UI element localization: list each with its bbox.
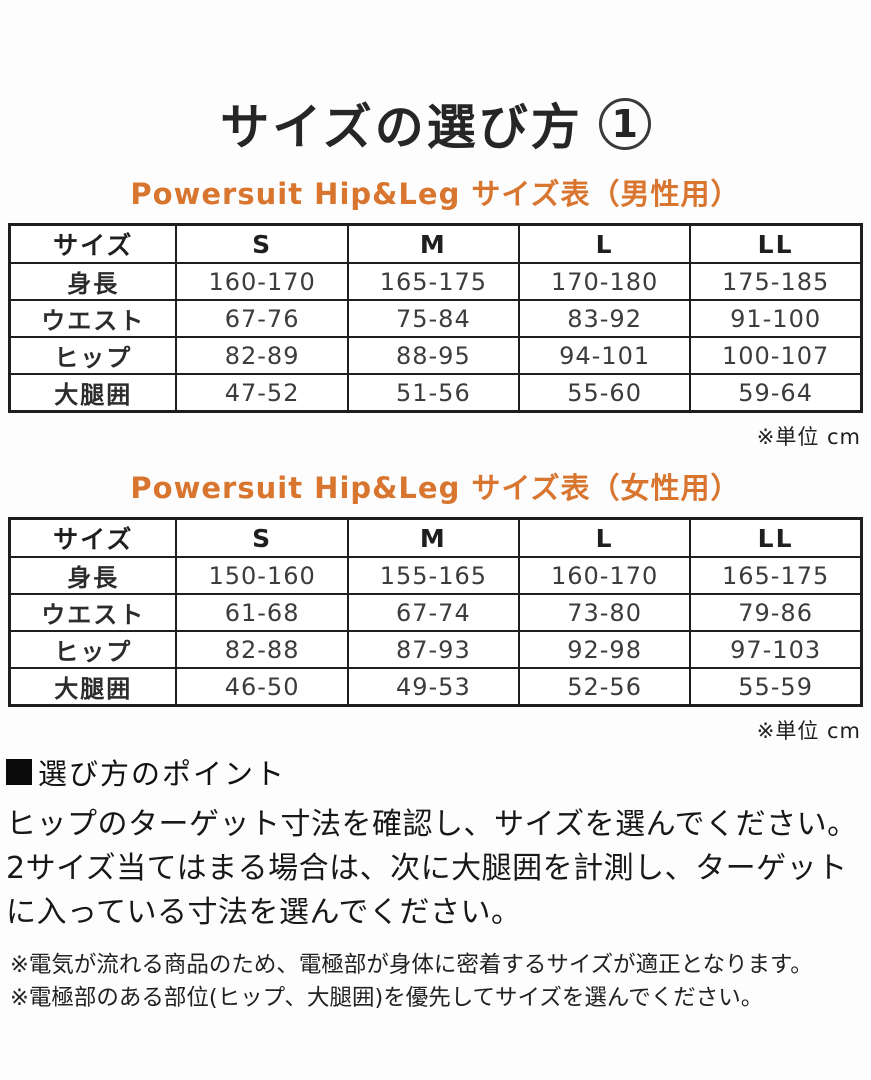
note-line: ※電気が流れる商品のため、電極部が身体に密着するサイズが適正となります。	[10, 952, 813, 978]
row-label: 身長	[8, 556, 178, 595]
note-line: ※電極部のある部位(ヒップ、大腿囲)を優先してサイズを選んでください。	[10, 985, 764, 1011]
table-row-hip: ヒップ 82-88 87-93 92-98 97-103	[8, 630, 863, 669]
cell-value: 94-101	[517, 336, 692, 375]
cell-value: 92-98	[517, 630, 692, 669]
cell-value: 82-89	[175, 336, 349, 375]
size-table-women: サイズ S M L LL 身長 150-160 155-165 160-170 …	[8, 517, 863, 707]
table-row-hip: ヒップ 82-89 88-95 94-101 100-107	[8, 336, 863, 375]
cell-value: 155-165	[346, 556, 520, 595]
page-title-text: サイズの選び方	[220, 99, 583, 156]
cell-value: 67-74	[346, 593, 520, 632]
cell-value: 88-95	[346, 336, 520, 375]
points-heading-text: 選び方のポイント	[38, 757, 287, 791]
cell-value: 160-170	[517, 556, 692, 595]
cell-value: 52-56	[517, 667, 692, 707]
points-line: 2サイズ当てはまる場合は、次に大腿囲を計測し、ターゲット	[6, 851, 848, 886]
cell-value: 160-170	[175, 262, 349, 301]
cell-value: 47-52	[175, 373, 349, 413]
square-bullet-icon	[6, 759, 32, 785]
table-row-height: 身長 150-160 155-165 160-170 165-175	[8, 556, 863, 595]
circled-number-one-icon: 1	[598, 97, 651, 150]
cell-value: 100-107	[689, 336, 863, 375]
header-cell-s: S	[175, 517, 349, 558]
cell-value: 97-103	[689, 630, 863, 669]
cell-value: 46-50	[175, 667, 349, 707]
cell-value: 165-175	[346, 262, 520, 301]
points-heading: 選び方のポイント	[6, 751, 865, 793]
cell-value: 55-59	[689, 667, 863, 707]
cell-value: 75-84	[346, 299, 520, 338]
cell-value: 165-175	[689, 556, 863, 595]
table-header-row: サイズ S M L LL	[8, 517, 863, 558]
row-label: 大腿囲	[8, 373, 178, 413]
womens-table-subtitle: Powersuit Hip&Leg サイズ表（女性用）	[130, 471, 741, 505]
table-row-thigh: 大腿囲 46-50 49-53 52-56 55-59	[8, 667, 863, 707]
cell-value: 55-60	[517, 373, 692, 413]
cell-value: 59-64	[689, 373, 863, 413]
row-label: ウエスト	[8, 593, 178, 632]
row-label: 大腿囲	[8, 667, 178, 707]
table-row-thigh: 大腿囲 47-52 51-56 55-60 59-64	[8, 373, 863, 413]
table-row-waist: ウエスト 61-68 67-74 73-80 79-86	[8, 593, 863, 632]
cell-value: 67-76	[175, 299, 349, 338]
cell-value: 170-180	[517, 262, 692, 301]
cell-value: 79-86	[689, 593, 863, 632]
row-label: ヒップ	[8, 336, 178, 375]
header-cell-size: サイズ	[8, 517, 178, 558]
mens-table-subtitle: Powersuit Hip&Leg サイズ表（男性用）	[130, 177, 741, 211]
page-title: サイズの選び方 1	[0, 88, 871, 159]
header-cell-ll: LL	[689, 517, 863, 558]
cell-value: 51-56	[346, 373, 520, 413]
size-table-men: サイズ S M L LL 身長 160-170 165-175 170-180 …	[8, 223, 863, 413]
cell-value: 87-93	[346, 630, 520, 669]
header-cell-size: サイズ	[8, 223, 178, 264]
row-label: ヒップ	[8, 630, 178, 669]
header-cell-ll: LL	[689, 223, 863, 264]
points-line: ヒップのターゲット寸法を確認し、サイズを選んでください。	[6, 807, 858, 842]
cell-value: 91-100	[689, 299, 863, 338]
header-cell-m: M	[346, 223, 520, 264]
cell-value: 61-68	[175, 593, 349, 632]
cell-value: 49-53	[346, 667, 520, 707]
table-row-waist: ウエスト 67-76 75-84 83-92 91-100	[8, 299, 863, 338]
cell-value: 150-160	[175, 556, 349, 595]
row-label: ウエスト	[8, 299, 178, 338]
header-cell-m: M	[346, 517, 520, 558]
row-label: 身長	[8, 262, 178, 301]
cell-value: 82-88	[175, 630, 349, 669]
points-line: に入っている寸法を選んでください。	[6, 895, 522, 930]
cell-value: 83-92	[517, 299, 692, 338]
cell-value: 73-80	[517, 593, 692, 632]
unit-note-women: ※単位 cm	[756, 719, 861, 743]
selection-points-section: 選び方のポイント ヒップのターゲット寸法を確認し、サイズを選んでください。 2サ…	[6, 751, 865, 1015]
header-cell-l: L	[517, 517, 692, 558]
unit-note-men: ※単位 cm	[756, 425, 861, 449]
table-row-height: 身長 160-170 165-175 170-180 175-185	[8, 262, 863, 301]
header-cell-l: L	[517, 223, 692, 264]
cell-value: 175-185	[689, 262, 863, 301]
header-cell-s: S	[175, 223, 349, 264]
caution-notes: ※電気が流れる商品のため、電極部が身体に密着するサイズが適正となります。 ※電極…	[10, 949, 861, 1015]
table-header-row: サイズ S M L LL	[8, 223, 863, 264]
